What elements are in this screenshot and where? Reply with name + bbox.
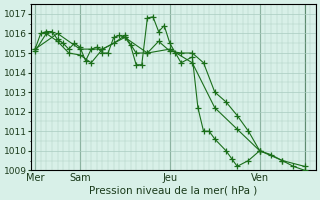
X-axis label: Pression niveau de la mer( hPa ): Pression niveau de la mer( hPa ) — [90, 186, 258, 196]
